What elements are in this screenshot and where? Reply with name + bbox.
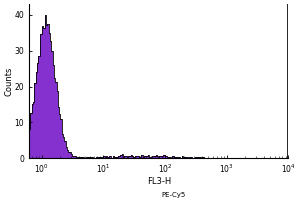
X-axis label: FL3-H: FL3-H [147,177,171,186]
Y-axis label: Counts: Counts [4,66,13,96]
Text: PE-Cy5: PE-Cy5 [162,192,186,198]
